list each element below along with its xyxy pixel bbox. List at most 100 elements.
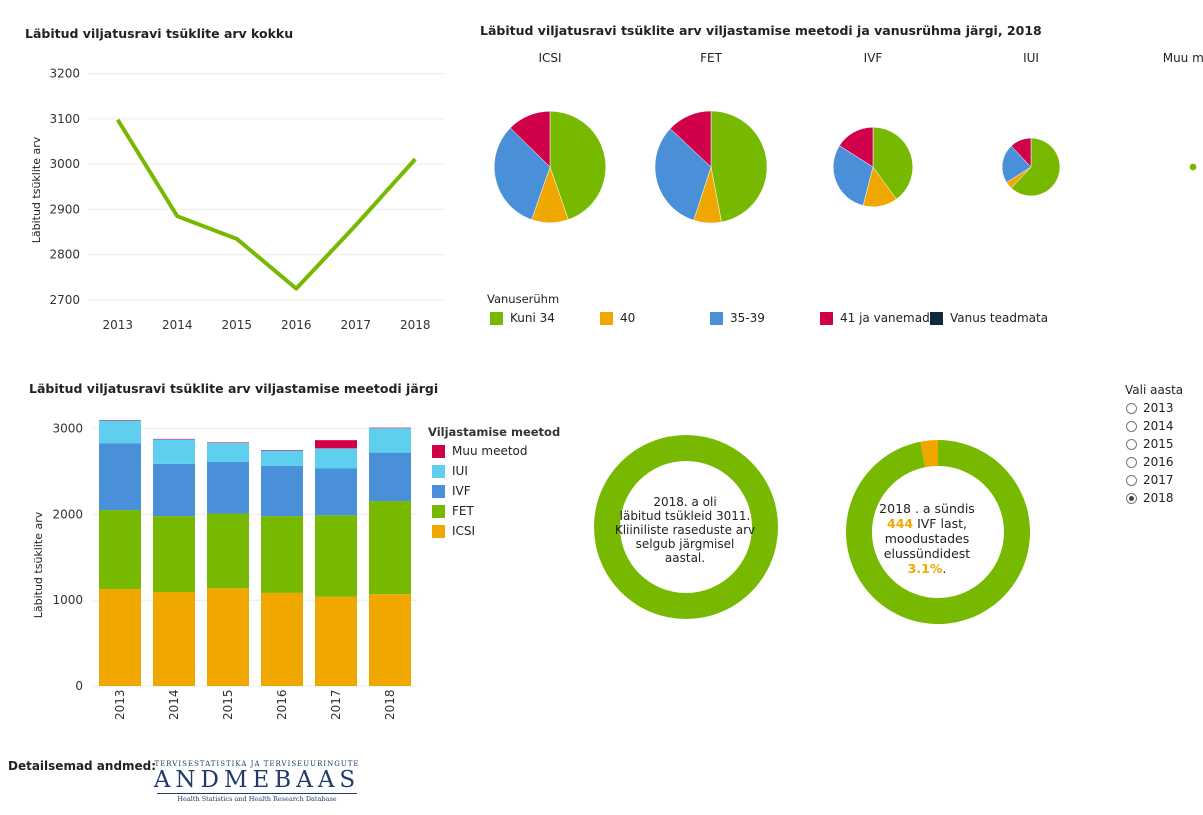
year-selector-label: Vali aasta [1125,383,1184,397]
year-option-label: 2018 [1143,491,1174,505]
line-xtick-label: 2018 [400,318,431,332]
pie-slice [1189,163,1197,171]
year-option-2016[interactable]: 2016 [1126,453,1174,471]
year-option-2014[interactable]: 2014 [1126,417,1174,435]
age-legend-item[interactable]: 41 ja vanemad [820,311,930,325]
method-legend-label: Muu meetod [452,444,528,458]
legend-swatch [432,504,445,518]
bar-segment [369,452,411,502]
pie-slice [509,111,551,168]
bar-segment [153,592,195,686]
bar-segment [369,428,411,453]
bar-xtick-label: 2016 [275,689,289,720]
logo-bottom-text: Health Statistics and Health Research Da… [177,795,337,803]
year-option-2013[interactable]: 2013 [1126,399,1174,417]
method-legend-label: ICSI [452,524,476,538]
bar-segment [261,450,303,466]
age-legend-item[interactable]: 40 [600,311,635,325]
line-xtick-label: 2017 [340,318,371,332]
donut-charts [594,435,1030,624]
bar-segment [153,463,195,517]
bar-segment [153,516,195,593]
bar-xtick-label: 2018 [383,689,397,720]
age-legend-label: 41 ja vanemad [840,311,930,325]
bar-segment [315,596,357,686]
bar-segment [315,448,357,469]
line-xtick-label: 2016 [281,318,312,332]
bar-segment [315,515,357,597]
legend-swatch [820,311,833,325]
year-option-label: 2017 [1143,473,1174,487]
method-legend-label: IVF [452,484,471,498]
pie-slice [872,126,913,200]
logo-main-text: ANDMEBAAS [153,767,361,793]
age-legend-item[interactable]: Vanus teadmata [930,311,1048,325]
bar-xtick-label: 2014 [167,689,181,720]
age-legend-item[interactable]: Kuni 34 [490,311,555,325]
radio-button[interactable] [1126,456,1137,468]
bar-segment [207,513,249,589]
pie-slice [654,128,712,221]
bar-segment [153,439,195,464]
year-selector: 2013 2014 2015 2016 2017 2018 [1126,399,1174,507]
method-legend-item[interactable]: FET [432,504,474,518]
year-option-2017[interactable]: 2017 [1126,471,1174,489]
donut2-slice [920,440,938,468]
line-ytick-label: 2800 [49,248,80,262]
bar-xtick-label: 2013 [113,689,127,720]
bar-xtick-label: 2015 [221,689,235,720]
legend-swatch [432,464,445,478]
bar-segment [369,501,411,595]
legend-swatch [930,311,943,325]
year-option-2018[interactable]: 2018 [1126,489,1174,507]
andmebaas-logo-link[interactable]: Tervisestatistika ja terviseuuringute AN… [152,760,362,803]
ivf-share-value: 3.1% [907,561,943,576]
legend-swatch [490,311,503,325]
bar-segment [99,510,141,590]
method-legend-item[interactable]: ICSI [432,524,475,538]
radio-button[interactable] [1126,402,1137,414]
bar-chart: 0 1000 2000 3000 2013 2014 2015 2016 2017 2018 L… [32,420,417,720]
pie-label: ICSI [538,51,561,65]
year-option-2015[interactable]: 2015 [1126,435,1174,453]
pie-slice [833,145,874,206]
radio-button[interactable] [1126,420,1137,432]
line-chart-title: Läbitud viljatusravi tsüklite arv kokku [25,26,294,41]
logo-top-text: Tervisestatistika ja terviseuuringute [154,760,360,768]
method-legend-item[interactable]: IVF [432,484,471,498]
age-legend-label: Vanus teadmata [950,311,1049,325]
bar-segment [99,443,141,511]
radio-button[interactable] [1126,438,1137,450]
pie-slice [549,111,606,220]
bar-segment [207,442,249,463]
bar-ytick-label: 1000 [52,593,83,607]
year-option-label: 2014 [1143,419,1174,433]
method-legend-item[interactable]: IUI [432,464,468,478]
age-legend-label: 35-39 [730,311,765,325]
line-xtick-label: 2015 [221,318,252,332]
year-option-label: 2016 [1143,455,1174,469]
bar-segment [261,592,303,686]
radio-button[interactable] [1126,492,1137,504]
legend-swatch [432,484,445,498]
legend-swatch [432,444,445,458]
line-ytick-label: 2700 [49,293,80,307]
line-ytick-label: 3200 [49,67,80,81]
bar-segment [207,442,249,443]
age-legend-label: 40 [620,311,636,325]
bar-chart-ylabel: Läbitud tsüklite arv [32,511,45,618]
year-option-label: 2015 [1143,437,1174,451]
details-label: Detailsemad andmed: [8,759,157,773]
method-legend-title: Viljastamise meetod [428,425,561,439]
bar-segment [369,594,411,686]
line-ytick-label: 2900 [49,202,80,216]
pie-slice [1001,145,1032,183]
age-legend-item[interactable]: 35-39 [710,311,765,325]
radio-button[interactable] [1126,474,1137,486]
bar-segment [315,468,357,516]
ivf-births-value: 444 [887,516,914,531]
line-ytick-label: 3100 [49,112,80,126]
method-legend-item[interactable]: Muu meetod [432,444,528,458]
pie-section-title: Läbitud viljatusravi tsüklite arv viljas… [480,23,1042,38]
pie-slice [669,110,712,168]
